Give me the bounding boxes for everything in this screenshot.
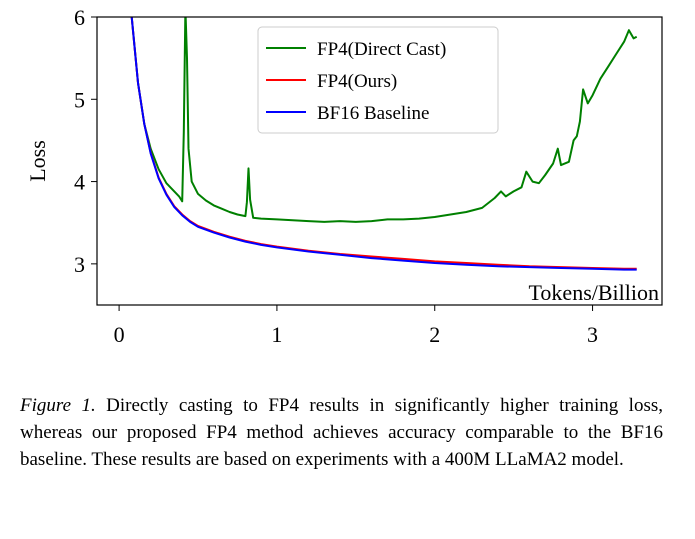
y-tick-label: 5 xyxy=(74,87,85,112)
x-tick-label: 0 xyxy=(114,322,125,347)
y-axis: 3 4 5 6 xyxy=(74,5,97,277)
loss-chart: 0 1 2 3 3 4 5 6 Loss Tokens/Billion FP4(Direct… xyxy=(25,5,663,347)
x-axis: 0 1 2 3 xyxy=(114,305,598,347)
legend-label-fp4-ours: FP4(Ours) xyxy=(317,71,397,92)
figure-caption: Figure 1. Directly casting to FP4 result… xyxy=(20,392,663,473)
series-line-fp4-direct-cast xyxy=(130,17,638,223)
caption-text: Directly casting to FP4 results in signi… xyxy=(20,395,663,470)
series-layer xyxy=(130,17,638,271)
x-axis-label: Tokens/Billion xyxy=(529,280,659,305)
legend-label-fp4-direct-cast: FP4(Direct Cast) xyxy=(317,39,446,60)
y-tick-label: 3 xyxy=(74,252,85,277)
legend: FP4(Direct Cast) FP4(Ours) BF16 Baseline xyxy=(257,26,499,134)
caption-lead: Figure 1. xyxy=(20,395,96,416)
y-axis-label: Loss xyxy=(25,140,50,182)
series-line-bf16-baseline xyxy=(130,17,637,271)
x-tick-label: 1 xyxy=(271,322,282,347)
legend-box xyxy=(257,26,499,134)
legend-label-bf16-baseline: BF16 Baseline xyxy=(317,103,429,124)
x-tick-label: 3 xyxy=(587,322,598,347)
x-tick-label: 2 xyxy=(429,322,440,347)
plot-frame xyxy=(96,16,663,306)
y-tick-label: 4 xyxy=(74,170,85,195)
y-tick-label: 6 xyxy=(74,5,85,30)
